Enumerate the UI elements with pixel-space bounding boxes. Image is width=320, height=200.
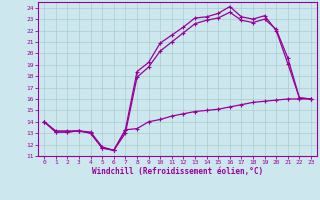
- X-axis label: Windchill (Refroidissement éolien,°C): Windchill (Refroidissement éolien,°C): [92, 167, 263, 176]
